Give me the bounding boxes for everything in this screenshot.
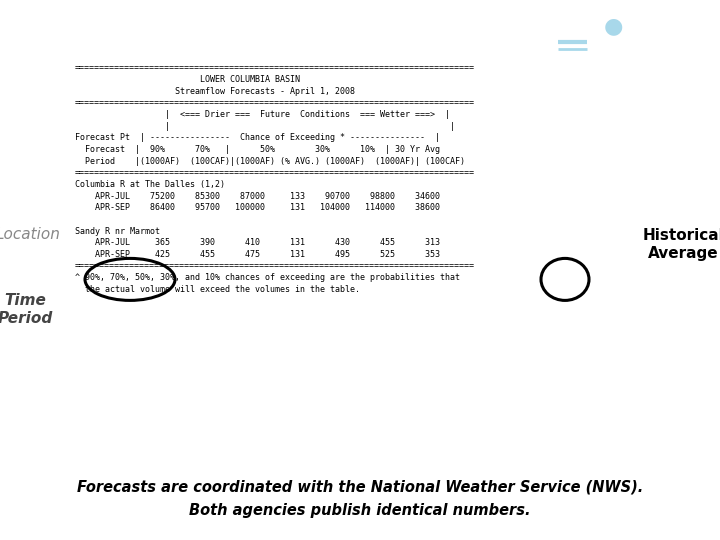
- Text: Natural Resources Conservation Service: Natural Resources Conservation Service: [11, 42, 343, 57]
- Text: USDA: USDA: [558, 21, 597, 34]
- Text: Location: Location: [0, 227, 60, 242]
- Text: Time
Period: Time Period: [0, 293, 53, 326]
- Text: ================================================================================: ========================================…: [75, 63, 475, 294]
- Text: Historical
Average: Historical Average: [642, 228, 720, 261]
- Text: United States Department of Agriculture: United States Department of Agriculture: [11, 17, 348, 32]
- Text: ●: ●: [603, 17, 623, 37]
- Text: NRCS: NRCS: [626, 21, 673, 36]
- Text: Forecasts are coordinated with the National Weather Service (NWS).
Both agencies: Forecasts are coordinated with the Natio…: [77, 479, 643, 518]
